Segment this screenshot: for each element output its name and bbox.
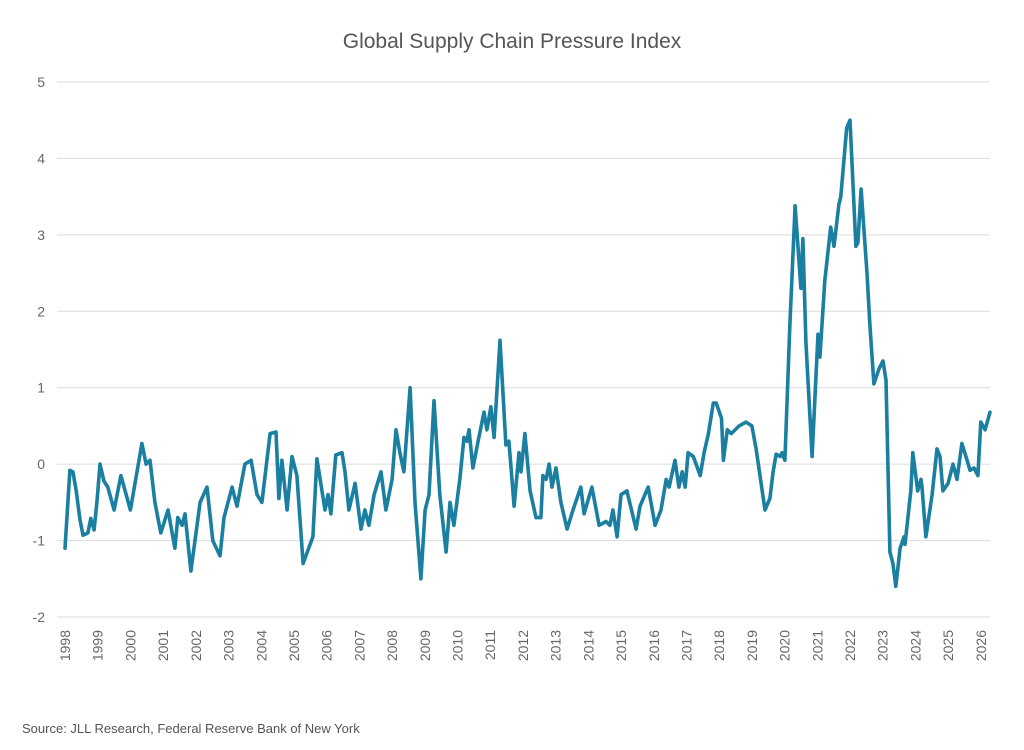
- x-tick-label: 2006: [319, 630, 335, 661]
- x-tick-label: 2017: [678, 630, 694, 661]
- y-tick-label: 5: [37, 74, 45, 90]
- x-tick-label: 2009: [417, 630, 433, 661]
- x-tick-label: 2023: [875, 630, 891, 661]
- x-axis-ticks: 1998 1999 2000 2001 2002 2003 2004 2005 2006 2007…: [57, 630, 989, 661]
- x-tick-label: 1998: [57, 630, 73, 661]
- x-tick-label: 2014: [580, 630, 596, 661]
- y-axis-ticks: -2 -1 0 1 2 3 4 5: [33, 74, 46, 625]
- x-tick-label: 2022: [842, 630, 858, 661]
- x-tick-label: 2021: [809, 630, 825, 661]
- x-tick-label: 2020: [777, 630, 793, 661]
- y-tick-label: 1: [37, 380, 45, 396]
- x-tick-label: 2026: [973, 630, 989, 661]
- x-tick-label: 2001: [155, 630, 171, 661]
- y-tick-label: 0: [37, 456, 45, 472]
- x-tick-label: 2008: [384, 630, 400, 661]
- x-tick-label: 2024: [907, 630, 923, 661]
- x-tick-label: 2000: [122, 630, 138, 661]
- x-tick-label: 1999: [90, 630, 106, 661]
- source-note: Source: JLL Research, Federal Reserve Ba…: [22, 721, 360, 736]
- x-tick-label: 2012: [515, 630, 531, 661]
- y-tick-label: -2: [33, 609, 46, 625]
- x-tick-label: 2010: [450, 630, 466, 661]
- x-tick-label: 2018: [711, 630, 727, 661]
- x-tick-label: 2002: [188, 630, 204, 661]
- x-tick-label: 2013: [548, 630, 564, 661]
- x-tick-label: 2007: [351, 630, 367, 661]
- x-tick-label: 2003: [221, 630, 237, 661]
- series-lines: [63, 118, 992, 589]
- y-tick-label: 3: [37, 227, 45, 243]
- series-line: [63, 118, 992, 589]
- x-tick-label: 2016: [646, 630, 662, 661]
- x-tick-label: 2015: [613, 630, 629, 661]
- x-tick-label: 2004: [253, 630, 269, 661]
- y-tick-label: 4: [37, 150, 45, 166]
- x-tick-label: 2019: [744, 630, 760, 661]
- x-tick-label: 2011: [482, 630, 498, 660]
- y-tick-label: 2: [37, 303, 45, 319]
- chart-title: Global Supply Chain Pressure Index: [342, 30, 682, 53]
- y-tick-label: -1: [33, 533, 46, 549]
- x-tick-label: 2025: [940, 630, 956, 661]
- x-tick-label: 2005: [286, 630, 302, 661]
